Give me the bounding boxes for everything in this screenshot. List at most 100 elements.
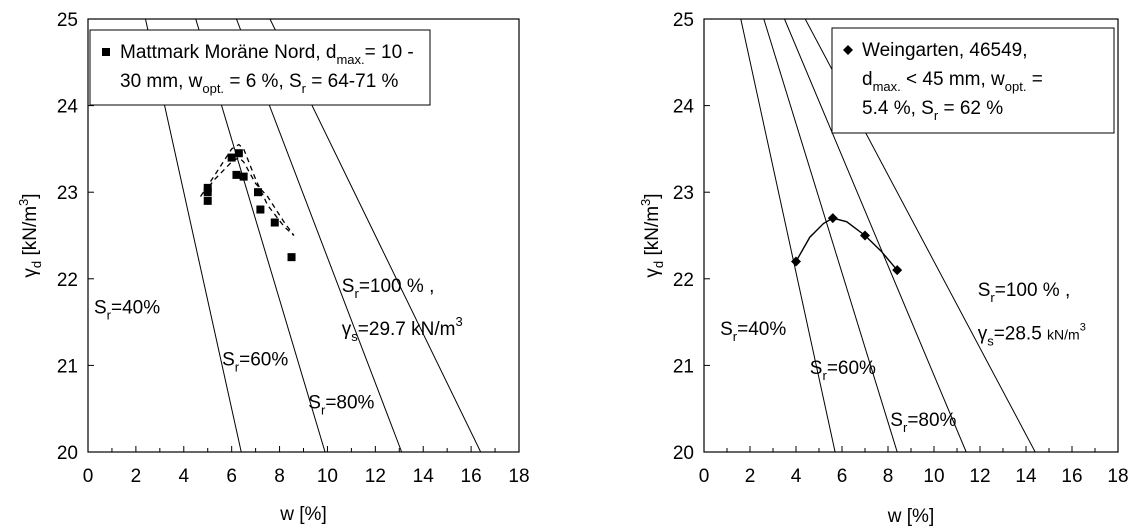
y-axis-title: γd [kN/m3] xyxy=(638,193,666,277)
data-point xyxy=(203,188,212,197)
data-point xyxy=(791,256,801,267)
x-tick-label: 2 xyxy=(131,466,142,487)
annotation-label: Sr=100 % , xyxy=(342,276,435,301)
text-part: r xyxy=(990,290,995,305)
y-tick-label: 23 xyxy=(673,183,694,204)
y-tick-label: 22 xyxy=(673,270,694,291)
legend-marker xyxy=(102,48,110,56)
data-point xyxy=(239,172,248,181)
x-tick-label: 6 xyxy=(837,466,848,487)
text-part: = 62 % xyxy=(938,98,1003,119)
text-part: =60% xyxy=(827,358,876,379)
text-part: r xyxy=(302,81,307,96)
text-part: Weingarten, 46549, xyxy=(862,40,1028,61)
text-part: < 45 mm, w xyxy=(901,69,1005,90)
text-part: =80% xyxy=(907,410,956,431)
x-tick-label: 16 xyxy=(1061,466,1082,487)
text-part: = 64-71 % xyxy=(306,71,399,92)
annotation-label: Sr=80% xyxy=(308,393,374,418)
text-part: =100 % , xyxy=(359,276,435,297)
y-axis-title-part: 3 xyxy=(638,199,653,206)
x-tick-label: 8 xyxy=(883,466,894,487)
data-point xyxy=(203,196,212,205)
legend-marker xyxy=(843,45,853,55)
x-tick-label: 8 xyxy=(274,466,285,487)
text-part: r xyxy=(107,307,112,322)
x-tick-label: 6 xyxy=(226,466,237,487)
x-tick-label: 4 xyxy=(178,466,189,487)
annotation-label: Sr=60% xyxy=(222,349,288,374)
text-part: S xyxy=(890,410,903,431)
text-part: =60% xyxy=(239,349,288,370)
y-tick-label: 20 xyxy=(57,443,78,464)
text-part: S xyxy=(342,276,355,297)
data-point xyxy=(270,218,279,227)
annotation-label: Sr=40% xyxy=(94,297,160,322)
y-axis-title-part: [kN/m xyxy=(20,206,41,261)
y-axis-title: γd [kN/m3] xyxy=(16,193,44,277)
text-part: =100 % , xyxy=(995,280,1071,301)
x-tick-label: 14 xyxy=(413,466,435,487)
x-tick-label: 10 xyxy=(923,466,944,487)
x-tick-label: 4 xyxy=(791,466,802,487)
data-point xyxy=(227,153,236,162)
text-part: max. xyxy=(336,52,364,67)
y-tick-label: 23 xyxy=(57,183,78,204)
y-tick-label: 21 xyxy=(673,356,694,377)
data-point xyxy=(234,149,243,158)
saturation-line xyxy=(740,19,836,452)
data-point xyxy=(827,213,838,224)
data-point xyxy=(254,188,263,197)
text-part: r xyxy=(934,108,939,123)
y-axis-title-part: 3 xyxy=(16,199,31,206)
text-part: S xyxy=(94,297,107,318)
saturation-line xyxy=(784,19,967,452)
text-part: r xyxy=(354,286,359,301)
x-tick-label: 10 xyxy=(317,466,338,487)
text-part: S xyxy=(810,358,823,379)
data-point xyxy=(256,205,265,214)
x-tick-label: 18 xyxy=(1107,466,1128,487)
annotation-label: Sr=80% xyxy=(890,410,956,435)
data-point xyxy=(892,265,903,276)
legend-box xyxy=(89,29,431,106)
annotation-label: Sr=60% xyxy=(810,358,876,383)
text-part: = xyxy=(1026,69,1042,90)
x-tick-label: 0 xyxy=(83,466,94,487)
text-part: r xyxy=(235,359,240,374)
legend: Weingarten, 46549, dmax. < 45 mm, wopt. =… xyxy=(831,27,1115,134)
text-part: 3 xyxy=(455,314,462,329)
y-axis-title-part: [kN/m xyxy=(642,206,663,261)
y-tick-label: 22 xyxy=(57,270,78,291)
x-tick-label: 2 xyxy=(745,466,756,487)
text-part: r xyxy=(733,329,738,344)
x-tick-label: 16 xyxy=(461,466,482,487)
compaction-envelope xyxy=(199,143,295,236)
annotation-label: γs=28.5 kN/m3 xyxy=(978,321,1086,348)
text-part: =80% xyxy=(325,393,374,414)
y-tick-label: 25 xyxy=(673,10,694,31)
legend: Mattmark Moräne Nord, dmax.= 10 - 30 mm, … xyxy=(89,29,431,106)
legend-text-line: 5.4 %, Sr = 62 % xyxy=(862,98,1003,123)
compaction-curve xyxy=(795,217,898,271)
text-part: γ xyxy=(978,323,988,344)
text-part: r xyxy=(321,403,326,418)
text-part: =40% xyxy=(737,319,786,340)
data-point xyxy=(203,183,212,192)
annotation-label: Sr=40% xyxy=(720,319,786,344)
y-axis-title-part: ] xyxy=(642,193,663,198)
text-part: S xyxy=(308,393,321,414)
text-part: d xyxy=(862,69,873,90)
legend-text-line: Weingarten, 46549, xyxy=(862,40,1028,61)
text-part: max. xyxy=(873,79,901,94)
x-tick-label: 14 xyxy=(1015,466,1037,487)
text-part: 3 xyxy=(1080,321,1086,333)
x-tick-label: 12 xyxy=(365,466,386,487)
text-part: opt. xyxy=(202,81,224,96)
text-part: S xyxy=(222,349,235,370)
text-part: 30 mm, w xyxy=(120,71,203,92)
data-point xyxy=(287,253,296,262)
saturation-line xyxy=(763,19,898,452)
